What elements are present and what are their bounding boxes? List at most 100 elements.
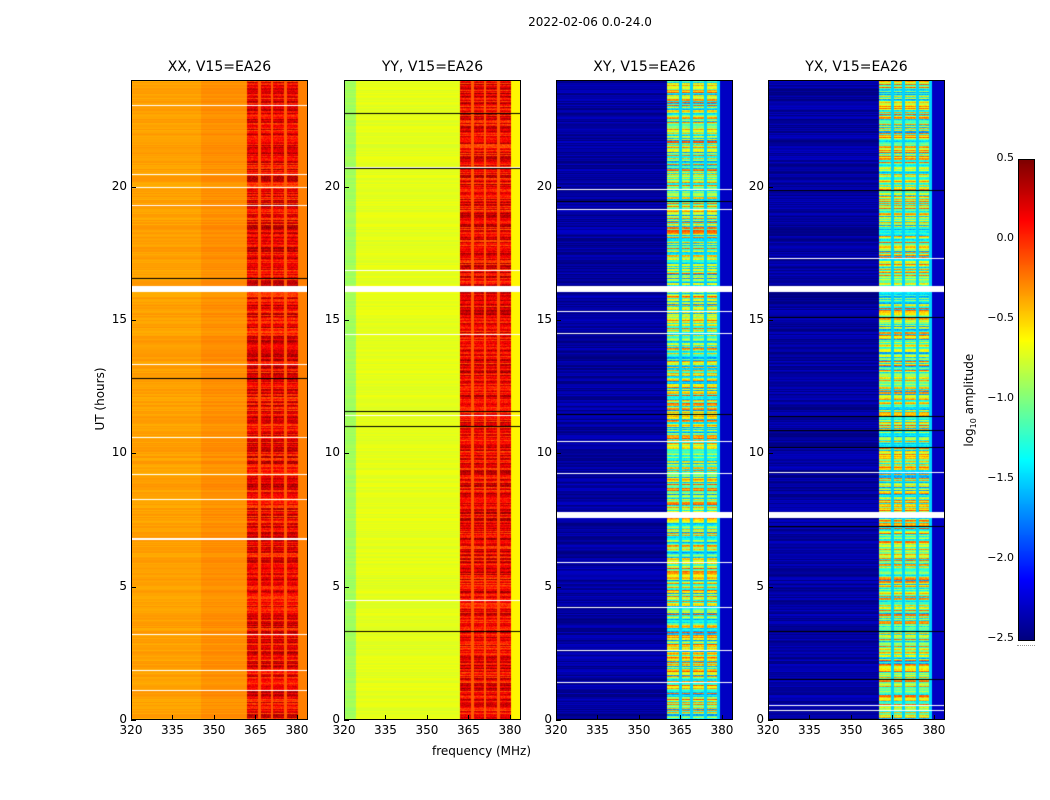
- heatmap-panel-yy: [344, 80, 521, 720]
- y-tick-mark: [556, 453, 561, 455]
- x-tick-mark: [509, 715, 511, 720]
- x-tick-mark: [296, 715, 298, 720]
- colorbar-tick-label: 0.0: [996, 231, 1015, 244]
- y-tick-label: 0: [119, 712, 127, 726]
- y-tick-mark: [556, 320, 561, 321]
- x-tick-mark: [850, 715, 852, 720]
- x-tick-mark: [213, 715, 215, 720]
- y-tick-label: 5: [544, 578, 552, 593]
- heatmap-panel-xx: [131, 80, 308, 720]
- x-tick-mark: [809, 715, 811, 720]
- y-tick-label: 10: [324, 445, 340, 460]
- y-tick-mark: [344, 453, 349, 455]
- panel-title: XX, V15=EA26: [167, 59, 272, 75]
- x-tick-label: 365: [669, 723, 692, 737]
- x-tick-label: 350: [415, 723, 439, 737]
- y-tick-label: 20: [111, 178, 127, 193]
- colorbar-tick-label: −2.5: [987, 631, 1014, 644]
- x-tick-label: 335: [586, 723, 609, 737]
- colorbar-tick-label: −1.5: [987, 471, 1014, 484]
- x-tick-mark: [721, 715, 723, 720]
- colorbar-gradient: [1019, 160, 1034, 640]
- x-tick-mark: [933, 715, 935, 720]
- x-tick-label: 380: [285, 723, 309, 737]
- y-axis-label: UT (hours): [93, 367, 107, 431]
- colorbar-tick-label: −0.5: [987, 311, 1014, 324]
- panel-title: XY, V15=EA26: [593, 59, 696, 75]
- x-tick-mark: [172, 715, 174, 720]
- colorbar: [1018, 159, 1035, 641]
- x-tick-mark: [680, 715, 682, 720]
- y-tick-label: 0: [544, 712, 552, 726]
- y-tick-mark: [131, 320, 136, 321]
- y-tick-mark: [344, 586, 349, 588]
- y-tick-label: 15: [324, 312, 340, 326]
- x-tick-mark: [344, 715, 345, 720]
- y-tick-label: 10: [111, 445, 127, 460]
- x-tick-label: 380: [922, 723, 946, 737]
- x-tick-label: 335: [798, 723, 821, 737]
- y-tick-mark: [131, 720, 136, 721]
- x-tick-mark: [597, 715, 599, 720]
- y-tick-label: 10: [536, 445, 552, 460]
- x-tick-label: 335: [161, 723, 184, 737]
- heatmap-panel-yx: [768, 80, 945, 720]
- y-tick-label: 20: [536, 178, 552, 193]
- heatmap-image: [769, 81, 944, 719]
- y-tick-label: 20: [324, 178, 340, 193]
- y-tick-mark: [344, 186, 349, 188]
- heatmap-image: [557, 81, 732, 719]
- x-tick-label: 335: [374, 723, 397, 737]
- y-tick-mark: [556, 720, 561, 721]
- x-tick-label: 365: [881, 723, 904, 737]
- y-tick-mark: [556, 586, 561, 588]
- colorbar-label-text: amplitude: [961, 353, 976, 419]
- x-tick-label: 380: [498, 723, 522, 737]
- colorbar-label-log: log: [961, 428, 976, 447]
- x-tick-mark: [255, 715, 257, 720]
- x-tick-mark: [556, 715, 557, 720]
- y-tick-label: 5: [756, 578, 764, 593]
- y-tick-label: 10: [748, 445, 764, 460]
- x-tick-label: 350: [839, 723, 863, 737]
- colorbar-label-sub: 10: [969, 418, 979, 429]
- x-tick-label: 320: [756, 723, 780, 737]
- colorbar-tick-label: −2.0: [987, 551, 1014, 564]
- y-tick-mark: [768, 586, 773, 588]
- y-tick-label: 5: [332, 578, 340, 593]
- x-tick-mark: [426, 715, 428, 720]
- y-tick-mark: [768, 720, 773, 721]
- heatmap-image: [132, 81, 307, 719]
- y-tick-mark: [344, 320, 349, 321]
- x-tick-mark: [638, 715, 640, 720]
- y-tick-mark: [768, 320, 773, 321]
- x-tick-label: 380: [710, 723, 734, 737]
- y-tick-mark: [131, 186, 136, 188]
- y-tick-mark: [131, 453, 136, 455]
- x-tick-label: 365: [457, 723, 480, 737]
- figure-title: 2022-02-06 0.0-24.0: [528, 15, 652, 29]
- colorbar-extension: [1017, 645, 1035, 646]
- x-tick-mark: [768, 715, 769, 720]
- y-tick-label: 15: [748, 312, 764, 326]
- y-tick-label: 15: [111, 312, 127, 326]
- x-tick-mark: [385, 715, 387, 720]
- heatmap-image: [345, 81, 520, 719]
- y-tick-label: 0: [756, 712, 764, 726]
- y-tick-mark: [344, 720, 349, 721]
- colorbar-tick-label: 0.5: [996, 151, 1015, 164]
- y-tick-label: 0: [332, 712, 340, 726]
- y-tick-label: 15: [536, 312, 552, 326]
- y-tick-mark: [131, 586, 136, 588]
- x-tick-label: 365: [244, 723, 267, 737]
- panel-title: YY, V15=EA26: [381, 59, 484, 75]
- x-tick-label: 350: [202, 723, 226, 737]
- x-tick-label: 320: [119, 723, 143, 737]
- x-tick-label: 320: [544, 723, 568, 737]
- y-tick-label: 20: [748, 178, 764, 193]
- y-tick-mark: [768, 453, 773, 455]
- y-tick-mark: [768, 186, 773, 188]
- x-tick-label: 320: [332, 723, 356, 737]
- x-axis-label: frequency (MHz): [432, 744, 532, 758]
